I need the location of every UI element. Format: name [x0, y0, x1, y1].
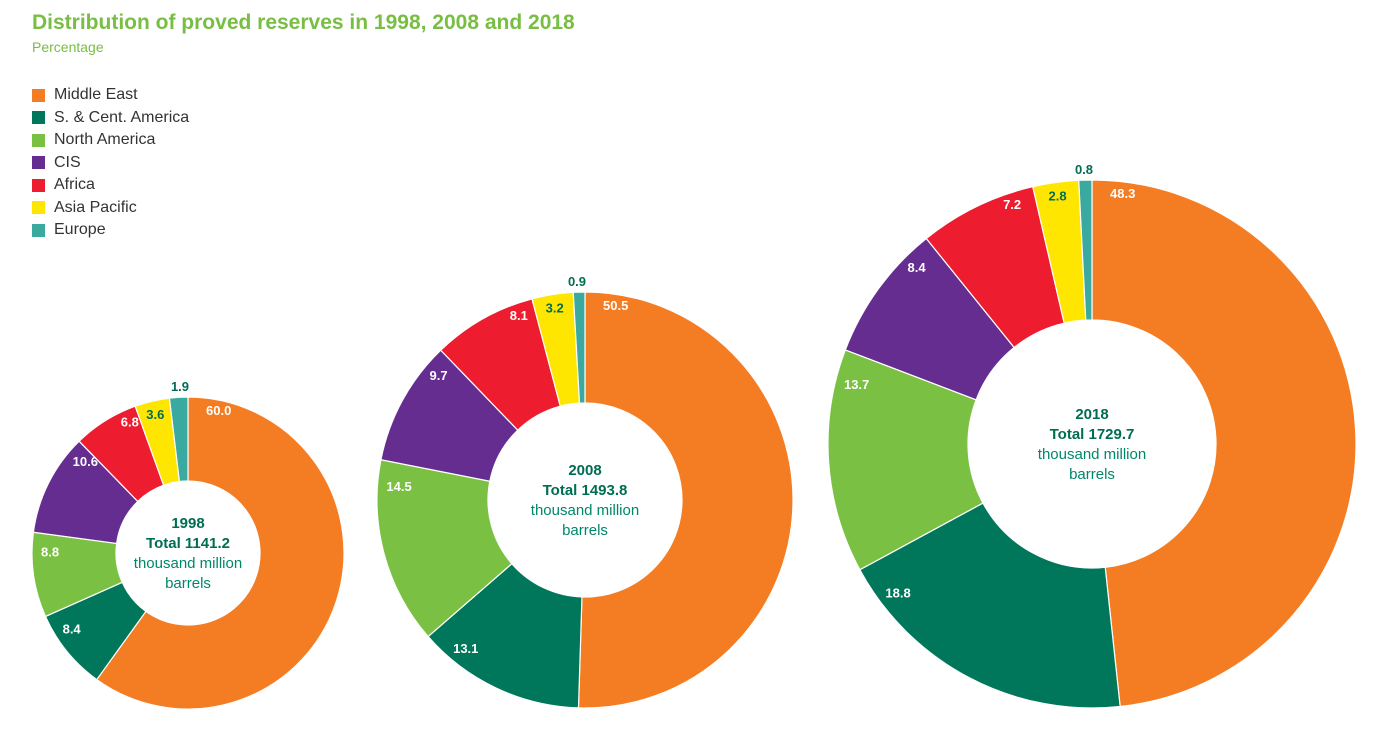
data-label: 48.3	[1110, 186, 1135, 201]
chart-subtitle: Percentage	[32, 39, 104, 55]
donut-2018: 48.3 18.8 13.7 8.4 7.2 2.8 0.8 2018 Total 1729.7…	[827, 162, 1357, 709]
data-label: 1.9	[171, 379, 189, 394]
center-unit: barrels	[1069, 466, 1115, 483]
legend-swatch	[32, 133, 45, 147]
legend-label: Middle East	[54, 86, 138, 104]
center-unit: thousand million	[134, 555, 242, 572]
donut-segment	[1078, 179, 1093, 321]
center-year: 1998	[171, 515, 204, 532]
data-label: 60.0	[206, 403, 231, 418]
legend-item: Africa	[32, 174, 189, 197]
data-label: 3.6	[146, 407, 164, 422]
legend-swatch	[32, 88, 45, 102]
center-year: 2008	[568, 462, 601, 479]
donut-segment	[1091, 179, 1357, 708]
center-total: Total 1493.8	[543, 482, 628, 499]
data-label: 0.8	[1075, 162, 1093, 177]
legend-label: Africa	[54, 176, 95, 194]
data-label: 0.9	[568, 274, 586, 289]
legend-item: S. & Cent. America	[32, 107, 189, 130]
donut-segment	[572, 291, 586, 404]
legend-label: Asia Pacific	[54, 198, 137, 216]
center-unit: thousand million	[531, 502, 639, 519]
legend-item: CIS	[32, 152, 189, 175]
legend-swatch	[32, 201, 45, 215]
legend-item: Europe	[32, 219, 189, 242]
data-label: 13.7	[844, 377, 869, 392]
donut-segment	[827, 349, 984, 571]
donut-1998: 60.0 8.4 8.8 10.6 6.8 3.6 1.9 1998 Total 1141.2 t…	[31, 379, 345, 710]
donut-segment	[577, 291, 794, 709]
legend-swatch	[32, 156, 45, 170]
legend-swatch	[32, 223, 45, 237]
legend-item: Asia Pacific	[32, 197, 189, 220]
legend-item: Middle East	[32, 84, 189, 107]
data-label: 14.5	[386, 479, 411, 494]
legend-swatch	[32, 111, 45, 125]
data-label: 10.6	[73, 454, 98, 469]
center-unit: barrels	[562, 522, 608, 539]
donut-segment	[95, 396, 345, 710]
donut-segment	[859, 502, 1121, 709]
center-year: 2018	[1075, 406, 1108, 423]
legend-item: North America	[32, 129, 189, 152]
data-label: 13.1	[453, 641, 478, 656]
data-label: 7.2	[1003, 197, 1021, 212]
donut-segment	[376, 459, 513, 638]
center-total: Total 1141.2	[146, 535, 230, 552]
legend: Middle East S. & Cent. America North Ameri…	[32, 84, 189, 242]
legend-label: Europe	[54, 221, 106, 239]
data-label: 9.7	[430, 368, 448, 383]
center-unit: barrels	[165, 575, 211, 592]
data-label: 6.8	[121, 414, 139, 429]
donut-segment	[168, 396, 189, 483]
chart-title: Distribution of proved reserves in 1998,…	[32, 11, 575, 34]
center-unit: thousand million	[1038, 446, 1146, 463]
center-total: Total 1729.7	[1050, 426, 1135, 443]
legend-label: North America	[54, 131, 156, 149]
donut-2008: 50.5 13.1 14.5 9.7 8.1 3.2 0.9 2008 Total 1493.8…	[376, 274, 794, 709]
legend-label: CIS	[54, 153, 81, 171]
legend-label: S. & Cent. America	[54, 108, 190, 126]
data-label: 18.8	[885, 585, 910, 600]
data-label: 8.4	[908, 260, 927, 275]
donut-segment	[427, 562, 583, 709]
data-label: 2.8	[1049, 188, 1067, 203]
data-label: 3.2	[546, 300, 564, 315]
legend-swatch	[32, 178, 45, 192]
data-label: 8.4	[63, 622, 82, 637]
data-label: 8.8	[41, 545, 59, 560]
data-label: 8.1	[510, 308, 528, 323]
data-label: 50.5	[603, 298, 628, 313]
